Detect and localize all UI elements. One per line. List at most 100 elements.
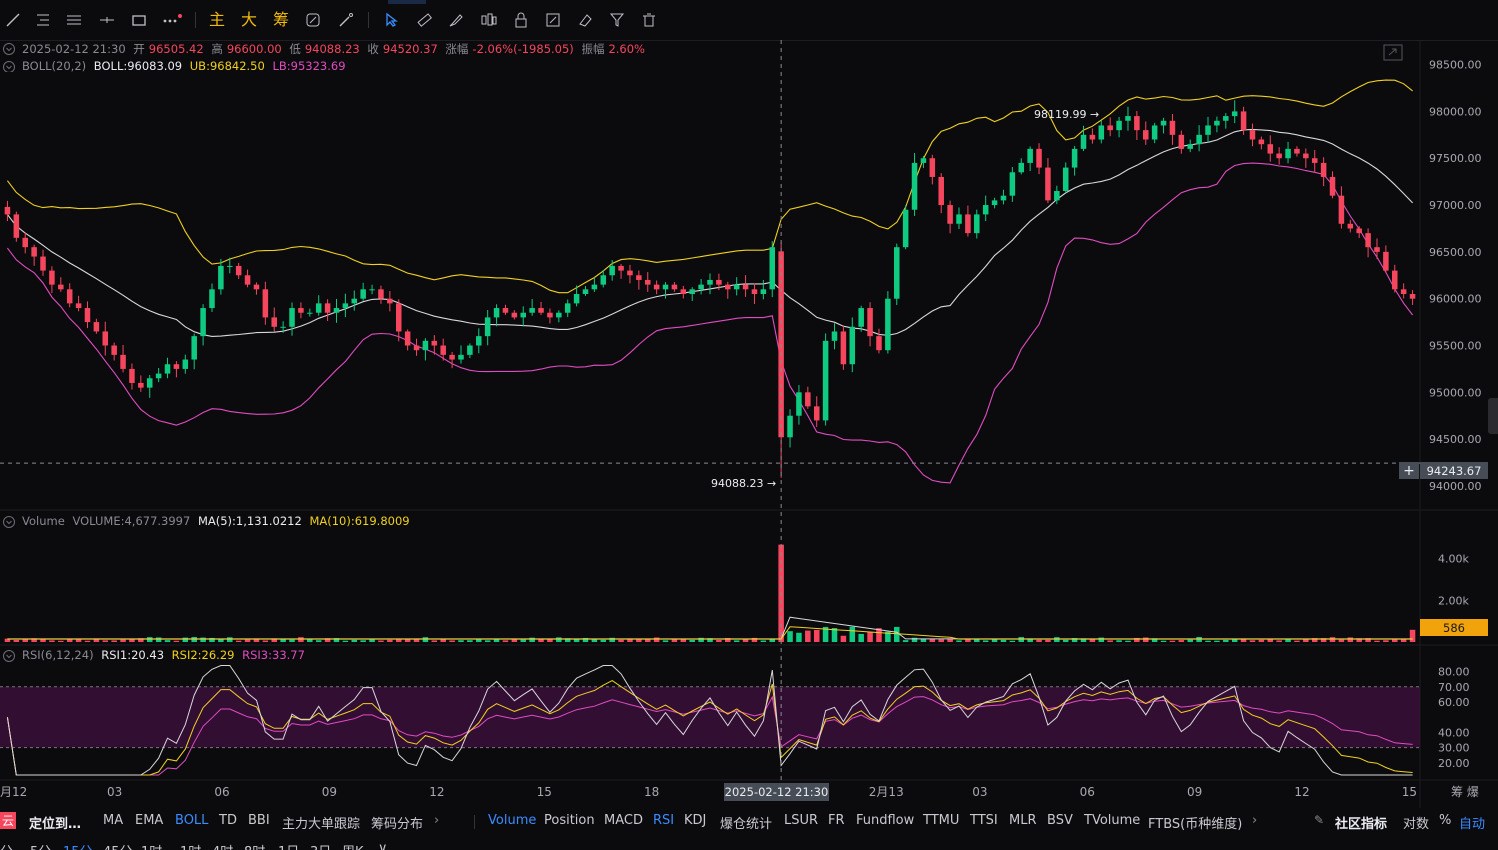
tf-1m[interactable]: 分 <box>0 841 13 850</box>
volume-bar <box>1045 639 1051 642</box>
price-tick-label: 96000.00 <box>1429 293 1482 306</box>
tf-8h[interactable]: 8时 <box>244 841 265 850</box>
kline-chart[interactable]: 94000.00 94500.00 95000.00 95500.00 96000.00… <box>0 0 1498 808</box>
percent-toggle[interactable]: % <box>1439 813 1452 828</box>
indicator-ttsi[interactable]: TTSI <box>970 813 998 828</box>
volume-bar <box>1151 638 1158 642</box>
ruler-icon[interactable] <box>412 8 436 32</box>
collapse-rsi-icon[interactable] <box>2 649 16 663</box>
rectangle-icon[interactable] <box>127 8 151 32</box>
candle-body <box>938 176 944 206</box>
magic-wand-icon[interactable] <box>334 8 358 32</box>
collapse-icons[interactable] <box>2 42 16 72</box>
indicator-tvolume[interactable]: TVolume <box>1084 813 1141 828</box>
eraser-icon[interactable] <box>573 8 597 32</box>
candle-body <box>49 270 55 285</box>
candle-body <box>1347 223 1354 229</box>
candle-body <box>40 256 46 271</box>
tf-15m[interactable]: 15分 <box>63 841 93 850</box>
rsi-tick-label: 40.00 <box>1438 726 1470 739</box>
tf-45m[interactable]: 45分 <box>103 841 133 850</box>
locate-button[interactable]: 定位到… <box>29 817 82 832</box>
volume-bar <box>1400 638 1407 642</box>
indicator-ftbs[interactable]: FTBS(币种维度) <box>1148 817 1243 832</box>
volume-bar <box>84 640 91 642</box>
indicator-chip[interactable]: 筹码分布 <box>371 817 424 832</box>
candle-body <box>1409 294 1416 299</box>
cloud-tag[interactable]: 云 <box>0 812 17 829</box>
right-panel-handle[interactable] <box>1488 398 1498 434</box>
main-force-button[interactable]: 主 <box>208 10 225 29</box>
volume-legend: Volume VOLUME:4,677.3997 MA(5):1,131.021… <box>22 514 414 528</box>
candle-body <box>1365 233 1371 248</box>
candle-body <box>520 312 527 318</box>
filter-icon[interactable] <box>605 8 629 32</box>
fullscreen-icon[interactable] <box>1383 44 1403 62</box>
indicator-td[interactable]: TD <box>219 813 237 828</box>
volume-bar <box>867 631 873 642</box>
candle-body <box>66 289 73 304</box>
tf-week[interactable]: 周K <box>342 841 364 850</box>
horizontal-ray-icon[interactable] <box>95 8 119 32</box>
indicator-ema[interactable]: EMA <box>135 813 164 828</box>
trash-icon[interactable] <box>637 8 661 32</box>
edit-icon[interactable]: ✎ <box>1314 813 1325 827</box>
tf-3d[interactable]: 3日 <box>310 841 331 850</box>
indicator-rsi[interactable]: RSI <box>653 813 675 828</box>
auto-scale-toggle[interactable]: 自动 <box>1459 817 1486 832</box>
indicator-boll[interactable]: BOLL <box>175 813 209 828</box>
volume-bar <box>680 639 687 642</box>
candle-body <box>982 205 989 215</box>
time-tick-label: 12 <box>1294 785 1309 799</box>
tf-1d[interactable]: 1日 <box>278 841 299 850</box>
volume-bar <box>431 640 438 642</box>
horizontal-lines-icon[interactable] <box>31 8 55 32</box>
candle-body <box>796 392 802 416</box>
indicator-main-force[interactable]: 主力大单跟踪 <box>282 817 361 832</box>
rsi-lines <box>0 665 1420 776</box>
log-scale-toggle[interactable]: 对数 <box>1403 817 1430 832</box>
crosshair <box>0 40 1420 782</box>
indicator-bbi[interactable]: BBI <box>248 813 270 828</box>
brush-icon[interactable] <box>444 8 468 32</box>
indicator-fundflow[interactable]: Fundflow <box>856 813 915 828</box>
volume-bar <box>209 637 215 642</box>
pattern-icon[interactable] <box>301 8 325 32</box>
edit-icon[interactable] <box>541 8 565 32</box>
community-indicators[interactable]: 社区指标 <box>1335 817 1388 832</box>
tf-1h[interactable]: 1时 <box>141 841 162 850</box>
indicator-kdj[interactable]: KDJ <box>684 813 707 828</box>
more-tools-icon[interactable] <box>160 8 184 32</box>
indicator-mlr[interactable]: MLR <box>1009 813 1037 828</box>
tf-4h[interactable]: 4时 <box>212 841 233 850</box>
ma10-value: MA(10):619.8009 <box>309 514 410 528</box>
add-alert-icon[interactable]: + <box>1399 462 1419 479</box>
indicator-ma[interactable]: MA <box>103 813 124 828</box>
indicator-volume[interactable]: Volume <box>488 813 537 828</box>
tf-1h-b[interactable]: 1时 <box>180 841 201 850</box>
collapse-volume-icon[interactable] <box>2 515 16 529</box>
candle-tool-icon[interactable] <box>477 8 501 32</box>
volume-bar <box>564 638 571 642</box>
tf-more[interactable]: ∨ <box>378 841 388 850</box>
chip-distribution-button[interactable]: 筹 <box>272 10 289 29</box>
lock-icon[interactable] <box>509 8 533 32</box>
parallel-channel-icon[interactable] <box>62 8 86 32</box>
indicator-position[interactable]: Position <box>544 813 595 828</box>
trend-line-icon[interactable] <box>1 8 25 32</box>
indicator-macd[interactable]: MACD <box>604 813 643 828</box>
price-tick-label: 98500.00 <box>1429 59 1482 72</box>
tf-5m[interactable]: 5分 <box>30 841 51 850</box>
chevron-right-icon[interactable]: › <box>1252 813 1258 828</box>
indicator-liquidation[interactable]: 爆仓统计 <box>720 817 773 832</box>
indicator-lsur[interactable]: LSUR <box>784 813 819 828</box>
cursor-select-icon[interactable] <box>380 8 404 32</box>
indicator-ttmu[interactable]: TTMU <box>923 813 960 828</box>
large-order-button[interactable]: 大 <box>240 10 257 29</box>
indicator-fr[interactable]: FR <box>828 813 845 828</box>
candle-body <box>1267 144 1274 154</box>
chevron-right-icon[interactable]: › <box>434 813 440 828</box>
indicator-bsv[interactable]: BSV <box>1047 813 1073 828</box>
volume-bar <box>22 638 28 642</box>
volume-bar <box>1000 639 1007 642</box>
